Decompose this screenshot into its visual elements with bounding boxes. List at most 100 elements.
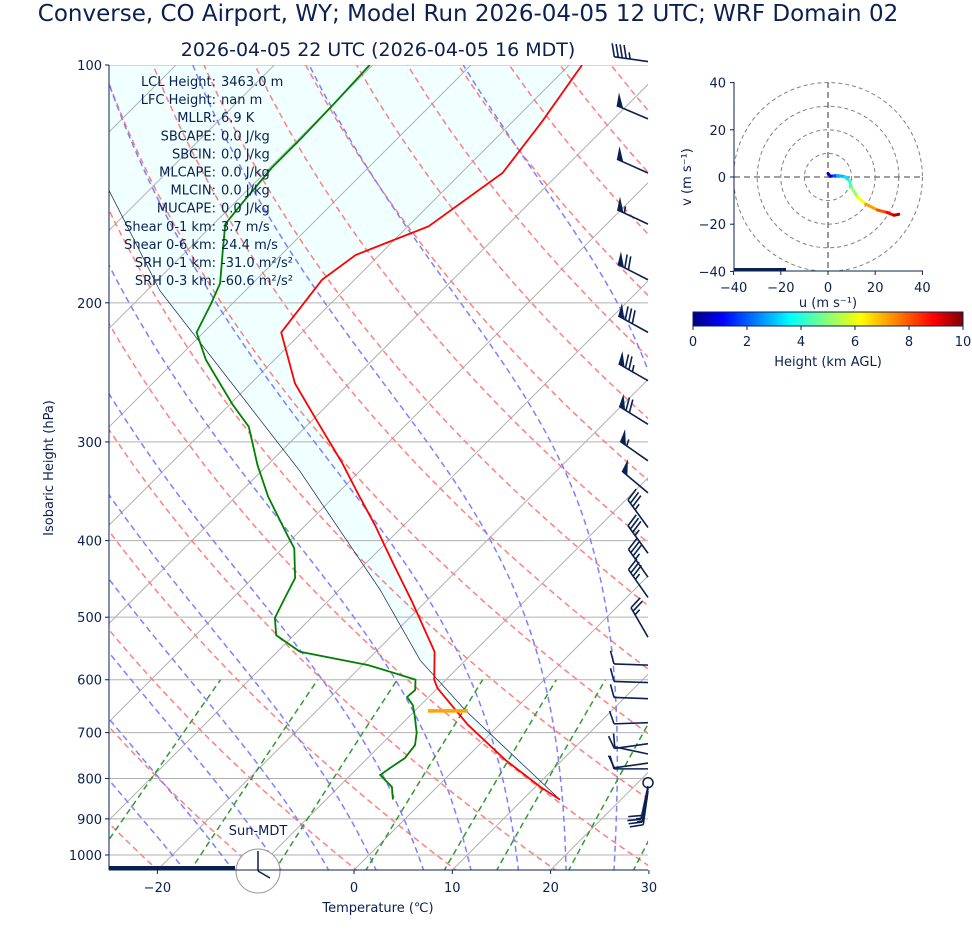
hodograph-y-tick-label: 20 (709, 124, 726, 139)
stat-label: MLLR: (177, 111, 216, 126)
colorbar-tick-label: 6 (851, 335, 859, 350)
isotherm-line (109, 65, 373, 330)
y-tick-label: 800 (77, 772, 102, 787)
barb-flag (619, 393, 626, 411)
barb-flag (618, 350, 625, 368)
x-tick-label: 0 (350, 881, 358, 896)
barb-flag (617, 196, 624, 213)
barb-full (628, 814, 642, 818)
wind-barb (608, 710, 649, 725)
hodograph-x-tick-label: 40 (914, 281, 931, 296)
isotherm-line (0, 65, 78, 872)
dry-adiabat-line (865, 65, 972, 872)
stat-value: 6.9 K (221, 111, 255, 126)
isotherm-line (109, 65, 472, 428)
stat-label: Shear 0-6 km: (124, 238, 216, 253)
barb-staff (613, 721, 649, 725)
wind-barb (627, 558, 649, 598)
barb-full (632, 495, 642, 507)
y-tick-label: 500 (77, 611, 102, 626)
y-tick-label: 1000 (69, 849, 102, 864)
barb-staff (630, 607, 649, 638)
dry-adiabat-line (109, 529, 458, 870)
isotherm-line (109, 65, 570, 526)
barb-full (624, 354, 630, 368)
barb-full (628, 821, 643, 825)
wind-barb (618, 393, 649, 426)
dry-adiabat-line (109, 322, 648, 867)
barb-staff (619, 440, 649, 462)
wind-barb (630, 597, 649, 638)
wind-barb (612, 733, 649, 755)
hodograph-segment (856, 195, 868, 206)
stat-value: nan m (221, 93, 262, 108)
wind-barb (621, 459, 649, 494)
barb-full (623, 44, 628, 59)
mixing-ratio-line (680, 680, 777, 872)
moist-adiabat-line (109, 392, 425, 870)
isotherm-line (156, 378, 648, 870)
y-tick-label: 700 (77, 727, 102, 742)
barb-staff (617, 263, 649, 281)
barb-full (630, 597, 641, 609)
dry-adiabat-line (457, 65, 648, 297)
cin-shading (109, 65, 582, 800)
isotherm-line (109, 83, 648, 625)
barb-staff (627, 525, 649, 554)
wind-barb (617, 303, 649, 334)
barb-flag (616, 92, 624, 109)
moist-adiabat-line (109, 651, 282, 870)
barb-flag (620, 428, 626, 446)
hodograph-segment (876, 208, 889, 214)
isotherm-line (109, 280, 648, 821)
barb-flag (617, 251, 624, 268)
hodograph-y-tick-label: 0 (718, 171, 726, 186)
stat-value: 0.0 J/kg (221, 202, 270, 217)
daylight-bar (109, 866, 235, 870)
barb-staff (642, 790, 649, 825)
wind-barb (607, 755, 649, 769)
stat-value: 0.0 J/kg (221, 129, 270, 144)
barb-full (609, 668, 615, 682)
mixing-ratio-line (274, 679, 398, 870)
barb-staff (613, 663, 649, 666)
barb-full (632, 564, 643, 577)
barb-full (624, 306, 629, 320)
barb-staff (618, 363, 649, 382)
barb-half (634, 503, 640, 511)
moist-adiabat-line (109, 263, 472, 870)
plot-area (0, 65, 972, 872)
hodograph-x-tick-label: −40 (720, 281, 747, 296)
dry-adiabat-line (508, 65, 648, 236)
isotherm-line (109, 182, 648, 723)
mixing-ratio-line (443, 679, 557, 870)
dry-adiabat-line (764, 65, 972, 872)
stat-value: 3463.0 m (221, 75, 283, 90)
x-tick-label: −20 (144, 881, 171, 896)
stat-label: SBCAPE: (161, 129, 216, 144)
isotherm-line (254, 476, 648, 870)
wind-barb (609, 650, 649, 666)
y-tick-label: 200 (77, 297, 102, 312)
colorbar (692, 311, 964, 327)
barb-staff (616, 104, 649, 120)
barb-full (609, 684, 615, 698)
isotherm-line (549, 771, 648, 870)
barb-full (612, 733, 616, 748)
hodograph-x-label: u (m s⁻¹) (799, 296, 857, 311)
moist-adiabat-line (109, 493, 377, 870)
y-tick-label: 100 (77, 59, 102, 74)
sun-clock (235, 848, 281, 894)
barb-half (631, 364, 635, 372)
hodograph-segment (864, 202, 880, 212)
barb-full (627, 538, 638, 550)
barb-half (623, 206, 627, 214)
mixing-ratio-line (109, 679, 222, 841)
barb-full (630, 541, 640, 554)
barb-full (627, 514, 637, 527)
mixing-ratio-line (567, 722, 648, 870)
hodograph-y-label: v (m s⁻¹) (680, 148, 695, 206)
barb-half (635, 817, 643, 820)
